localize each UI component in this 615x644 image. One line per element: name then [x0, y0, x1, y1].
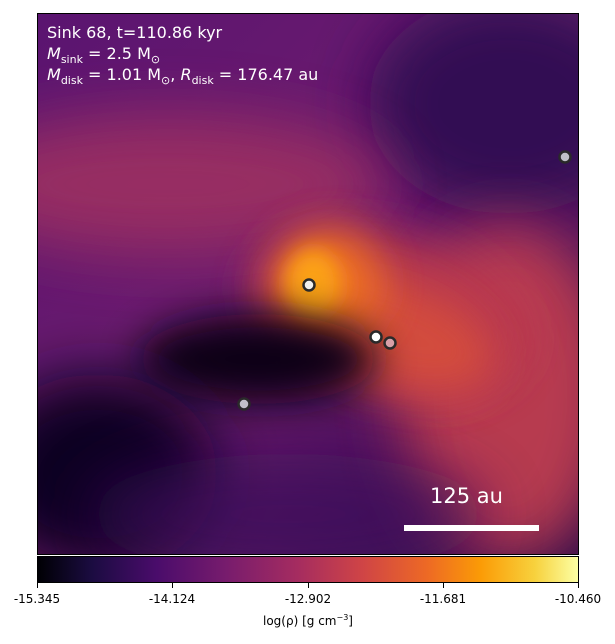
lower-gas — [88, 454, 488, 554]
density-map — [38, 14, 578, 554]
colorbar — [37, 556, 579, 583]
sink-central — [302, 278, 316, 292]
density-map-panel: Sink 68, t=110.86 kyr Msink = 2.5 M⊙ Mdi… — [37, 13, 579, 555]
colorbar-tick-label: -12.902 — [284, 592, 332, 606]
sink-mass-label: Msink = 2.5 M⊙ — [47, 44, 161, 67]
scale-bar — [404, 525, 539, 531]
dark-region-upper-right — [368, 14, 578, 214]
sink-upper-right — [558, 150, 572, 164]
colorbar-tick-label: -14.124 — [148, 592, 196, 606]
sink-title: Sink 68, t=110.86 kyr — [47, 23, 223, 42]
dark-void — [138, 314, 378, 404]
sink-lower-left — [237, 397, 251, 411]
warm-arm — [38, 114, 388, 254]
colorbar-tick — [37, 583, 38, 588]
colorbar-tick-label: -10.460 — [554, 592, 602, 606]
colorbar-label: log(ρ) [g cm−3] — [263, 613, 353, 628]
colorbar-tick — [172, 583, 173, 588]
colorbar-tick — [443, 583, 444, 588]
sink-mid-a — [369, 330, 383, 344]
colorbar-tick-label: -15.345 — [13, 592, 61, 606]
colorbar-tick-label: -11.681 — [419, 592, 467, 606]
sink-mid-b — [383, 336, 397, 350]
colorbar-tick — [308, 583, 309, 588]
colorbar-tick — [578, 583, 579, 588]
disk-properties-label: Mdisk = 1.01 M⊙, Rdisk = 176.47 au — [47, 65, 319, 88]
scale-bar-label: 125 au — [430, 484, 503, 508]
